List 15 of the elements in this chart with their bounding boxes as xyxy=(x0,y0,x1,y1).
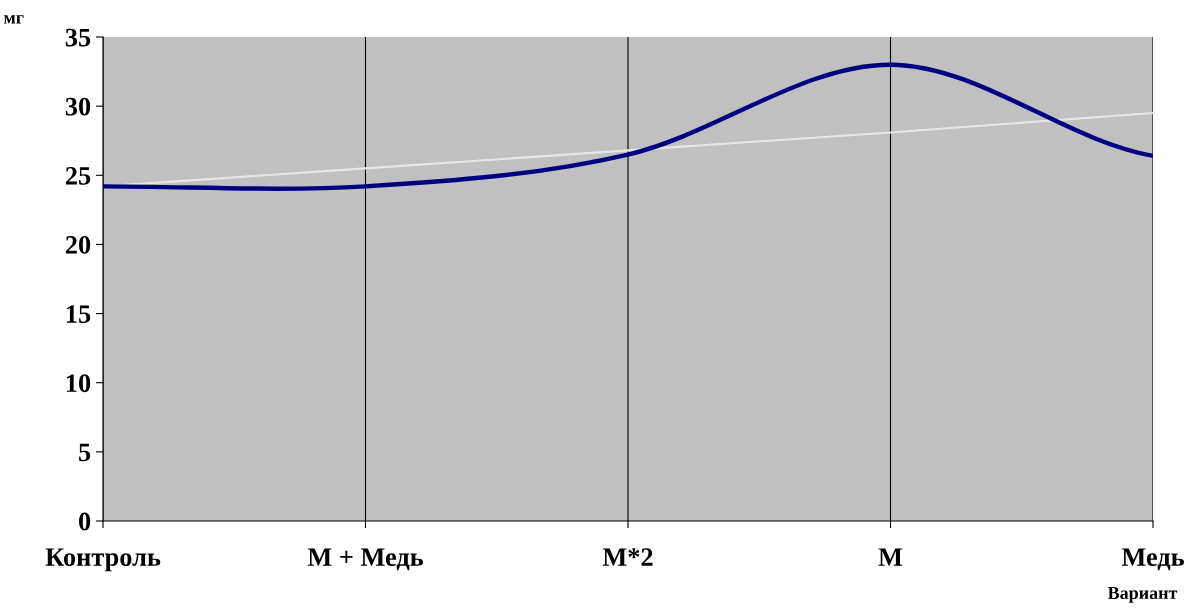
y-tick-label: 0 xyxy=(79,512,91,531)
y-tick-label: 35 xyxy=(65,28,91,47)
x-axis-title: Вариант xyxy=(1107,587,1178,603)
y-tick-label: 5 xyxy=(79,443,91,462)
x-tick-label: М*2 xyxy=(602,548,653,566)
y-tick-label: 15 xyxy=(66,305,91,323)
x-tick-label: М + Медь xyxy=(307,548,424,571)
y-tick-label: 30 xyxy=(65,97,91,116)
x-tick-label: Медь xyxy=(1121,548,1184,571)
y-tick-label: 10 xyxy=(66,374,91,393)
y-tick-label: 25 xyxy=(65,166,91,185)
x-tick-label: Контроль xyxy=(45,548,161,572)
x-tick-label: М xyxy=(878,548,903,566)
y-tick-label: 20 xyxy=(65,236,91,254)
y-axis-title: мг xyxy=(3,15,24,24)
